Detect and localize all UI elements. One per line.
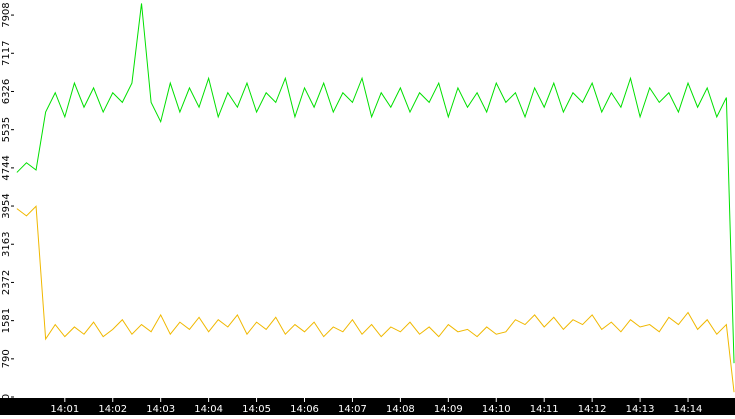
x-tick-label: 14:05 (242, 404, 271, 415)
x-tick-label: 14:14 (674, 404, 703, 415)
y-tick-label: 5535 (1, 117, 12, 142)
x-tick-label: 14:08 (386, 404, 415, 415)
y-tick-label: 4744 (1, 155, 12, 180)
x-tick-label: 14:12 (578, 404, 607, 415)
y-tick-label: 2372 (1, 270, 12, 295)
y-tick-label: 7908 (1, 2, 12, 27)
y-tick-label: 3954 (1, 193, 12, 218)
series-line (16, 205, 735, 393)
series-line (16, 3, 735, 364)
x-tick-label: 14:13 (626, 404, 655, 415)
x-tick-label: 14:09 (434, 404, 463, 415)
x-axis-bar (0, 398, 735, 415)
x-tick-label: 14:02 (98, 404, 127, 415)
x-tick-label: 14:06 (290, 404, 319, 415)
y-tick-label: 0 (1, 394, 12, 400)
y-tick-label: 6326 (1, 79, 12, 104)
y-tick-label: 1581 (1, 308, 12, 333)
x-tick-label: 14:10 (482, 404, 511, 415)
x-tick-label: 14:04 (194, 404, 223, 415)
y-tick-label: 7117 (1, 41, 12, 66)
y-tick-label: 790 (1, 349, 12, 368)
y-tick-label: 3163 (1, 232, 12, 257)
x-tick-label: 14:01 (50, 404, 79, 415)
x-tick-label: 14:11 (530, 404, 559, 415)
x-tick-label: 14:07 (338, 404, 367, 415)
x-tick-label: 14:03 (146, 404, 175, 415)
